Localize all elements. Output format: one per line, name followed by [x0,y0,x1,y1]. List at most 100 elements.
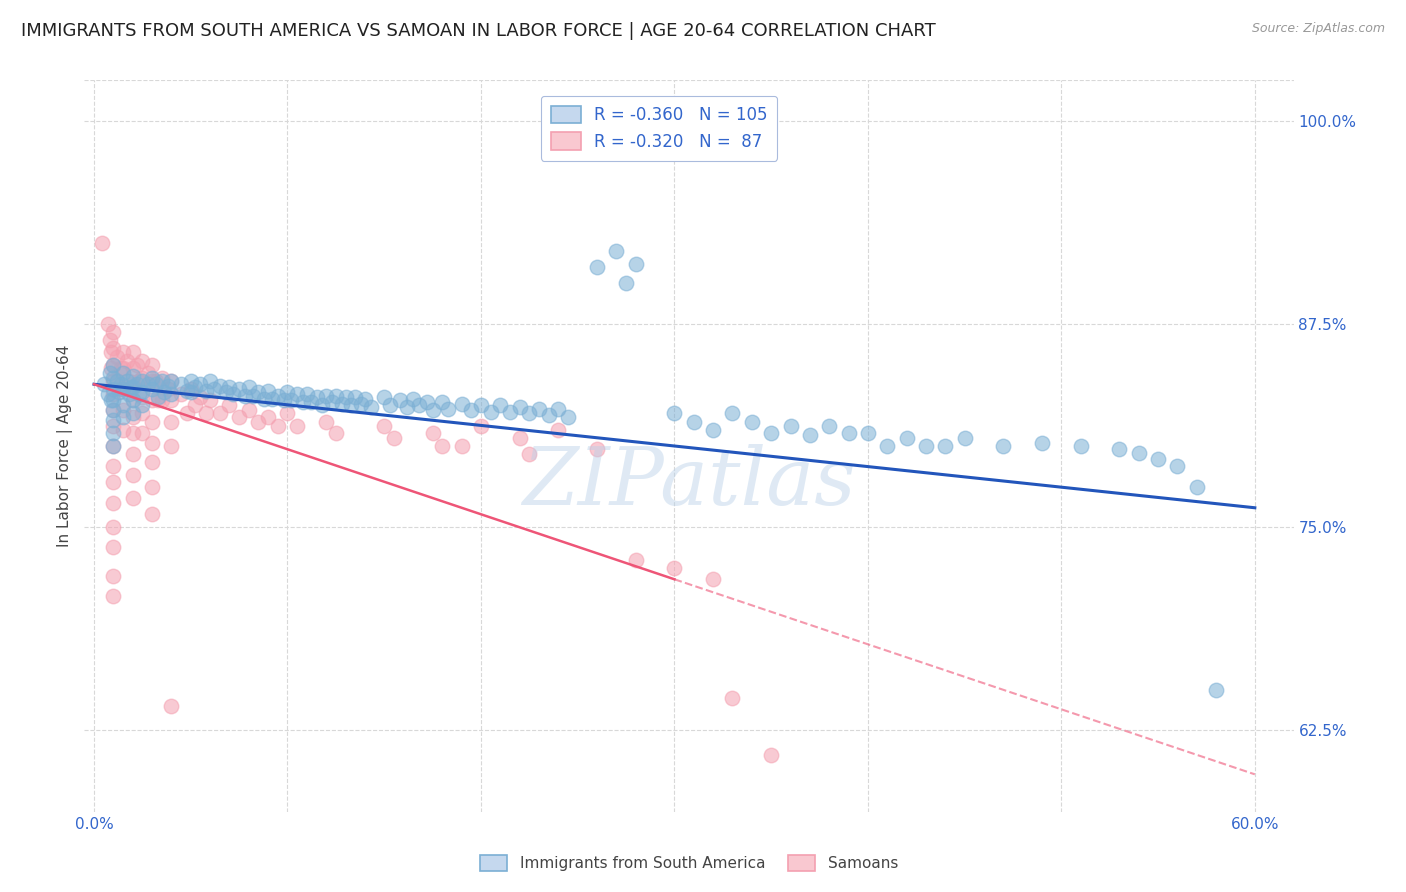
Point [90,235,112,250]
Point [247,415,270,429]
Point [547,423,569,437]
Point [624,553,647,567]
Point [664,561,686,575]
Point [183,380,205,394]
Point [190,377,212,392]
Point [759,425,782,440]
Point [112,409,135,424]
Point [305,390,328,404]
Point [125,358,148,372]
Point [141,508,163,522]
Point [112,403,135,417]
Point [180,382,202,396]
Point [121,369,143,384]
Point [291,395,314,409]
Point [121,425,143,440]
Point [325,425,347,440]
Point [247,385,270,400]
Point [354,392,377,406]
Point [1108,442,1130,457]
Point [388,393,411,408]
Point [160,699,183,714]
Point [208,379,231,393]
Point [103,382,125,396]
Point [125,377,148,392]
Point [112,366,135,380]
Point [103,342,125,356]
Point [112,361,135,376]
Point [537,408,560,422]
Point [120,380,142,394]
Point [280,393,302,408]
Point [1070,439,1092,453]
Point [896,431,918,445]
Point [170,387,193,401]
Point [103,589,125,603]
Point [103,520,125,534]
Point [233,389,256,403]
Point [145,377,167,392]
Point [818,419,841,434]
Point [141,480,163,494]
Point [470,419,492,434]
Point [105,374,128,388]
Point [856,425,879,440]
Point [103,419,125,434]
Point [242,389,264,403]
Point [432,439,454,453]
Point [160,415,183,429]
Point [422,403,444,417]
Point [993,439,1015,453]
Point [121,361,143,376]
Point [121,407,143,421]
Point [103,439,125,453]
Point [160,374,183,388]
Point [141,435,163,450]
Point [160,374,183,388]
Point [176,407,198,421]
Point [136,377,159,392]
Point [103,439,125,453]
Point [103,475,125,489]
Point [112,382,135,396]
Point [160,387,183,401]
Point [586,260,609,275]
Point [228,409,250,424]
Point [103,358,125,372]
Text: IMMIGRANTS FROM SOUTH AMERICA VS SAMOAN IN LABOR FORCE | AGE 20-64 CORRELATION C: IMMIGRANTS FROM SOUTH AMERICA VS SAMOAN … [21,22,936,40]
Point [614,277,637,291]
Point [150,370,173,384]
Point [218,380,240,394]
Point [121,380,143,394]
Point [141,455,163,469]
Point [1166,458,1188,473]
Point [350,397,373,411]
Point [557,409,579,424]
Point [131,425,153,440]
Point [103,374,125,388]
Point [103,325,125,339]
Point [437,401,460,416]
Point [489,398,512,412]
Point [121,468,143,483]
Point [121,393,143,408]
Point [156,379,179,393]
Point [100,361,122,376]
Point [876,439,898,453]
Point [416,395,439,409]
Point [112,382,135,396]
Point [100,344,122,359]
Point [460,403,482,417]
Point [198,393,221,408]
Point [1128,445,1150,459]
Point [121,447,143,461]
Point [360,400,382,414]
Point [276,407,298,421]
Point [330,397,353,411]
Point [509,400,531,414]
Point [118,387,141,401]
Point [1031,435,1053,450]
Point [299,395,322,409]
Point [915,439,938,453]
Point [285,387,308,401]
